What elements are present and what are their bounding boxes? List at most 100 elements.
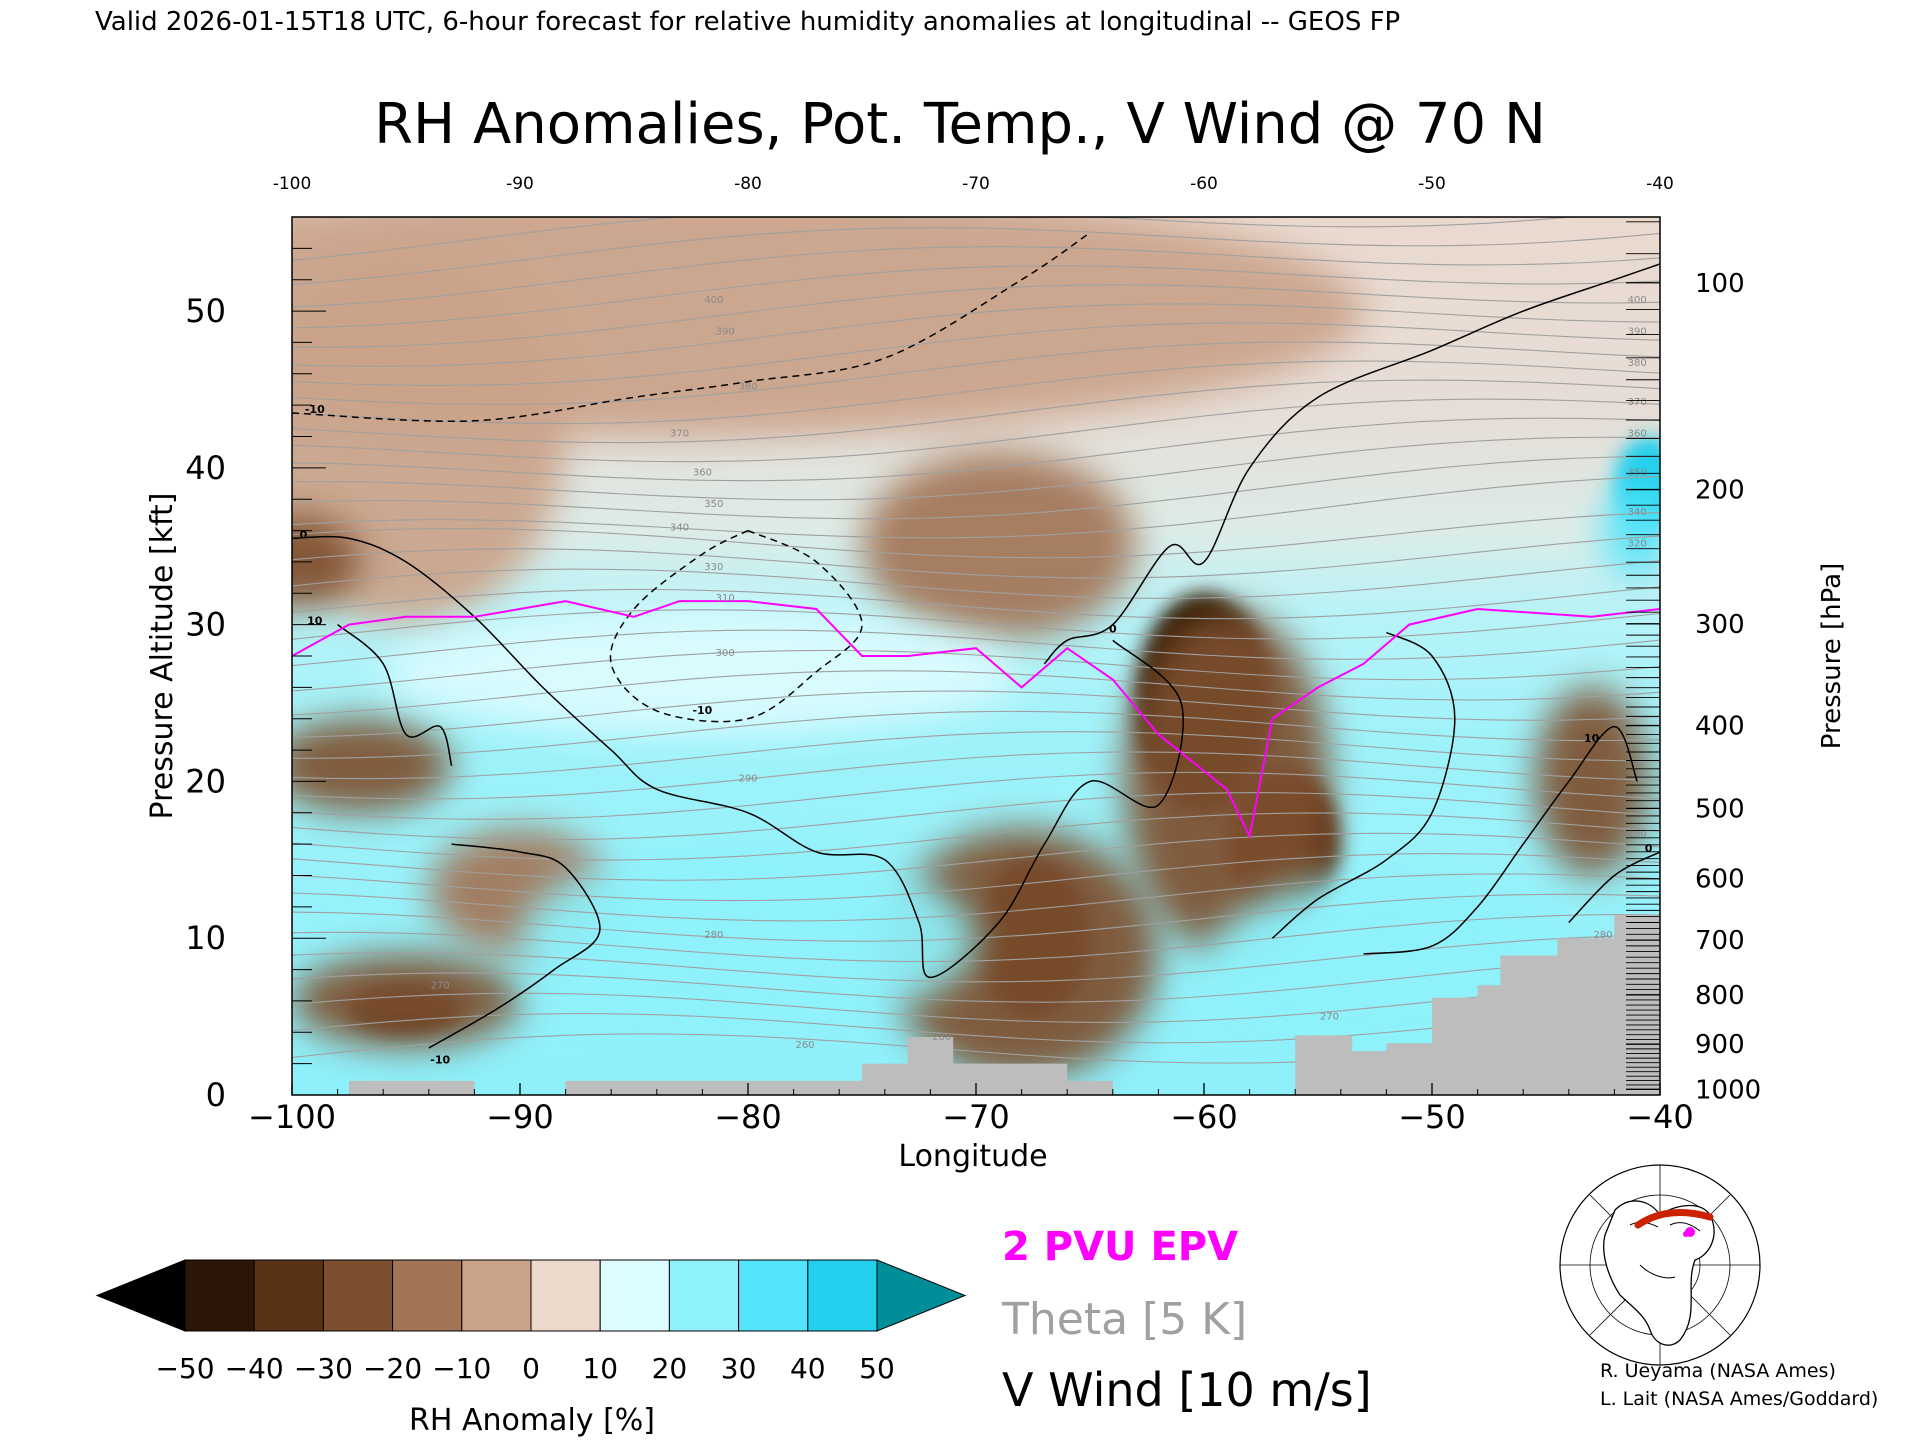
theta-contour-label: 270 [431,980,450,991]
theta-contour-line [292,832,1660,881]
y-axis-pressure: 100 200 300 400 500 600 700 800 900 1000 [1695,269,1761,1106]
theta-contour-line [292,217,1577,261]
theta-contour-line [292,812,1660,861]
theta-contour-line [292,609,1660,640]
v-wind-contours [292,232,1660,1049]
theta-contour-line [292,322,1660,386]
theta-contour-label: 320 [1628,538,1647,549]
epv-2pvu-line [292,600,1660,840]
theta-contour-label: 330 [704,562,723,573]
theta-contour-label: 300 [716,648,735,659]
wind-contour-label: 0 [300,528,308,541]
colorbar-segment [599,1259,670,1332]
y-tick-label: 50 [185,292,226,330]
x-top-tick-label: -90 [506,174,534,194]
pressure-tick-label: 200 [1695,476,1745,506]
pressure-tick-label: 600 [1695,865,1745,895]
theta-contour-label: 370 [670,429,689,440]
colorbar: −50 −40 −30 −20 −10 0 10 20 30 40 50 [95,1259,967,1385]
pressure-minor-ticks [1626,221,1660,1090]
colorbar-tick-label: 10 [582,1352,618,1385]
theta-contour-line [292,303,1660,367]
x-tick-label: −70 [942,1098,1010,1136]
theta-contour-line [292,914,1660,963]
colorbar-segment [530,1259,601,1332]
theta-contour-label: 390 [1628,327,1647,338]
rh-anomaly-blob [292,953,520,1048]
polar-map-icon [1559,1164,1761,1366]
theta-contour-line [292,956,1660,1003]
colorbar-segment [322,1259,394,1332]
wind-contour-label: -10 [305,403,325,416]
theta-contour-line [292,360,1660,425]
rh-anomaly-blob [292,217,1364,437]
theta-contour-line [292,455,1660,520]
pressure-tick-label: 1000 [1695,1075,1761,1105]
theta-contour-line [292,284,1660,348]
theta-contour-label: 280 [1593,930,1612,941]
y-tick-label: 30 [185,606,226,644]
rh-anomaly-blob [1603,483,1660,578]
x-tick-label: −100 [248,1098,336,1136]
wind-contour-label: 0 [1109,622,1117,635]
theta-contour-label: 350 [704,499,723,510]
chart-title: RH Anomalies, Pot. Temp., V Wind @ 70 N [374,92,1546,157]
colorbar-tick-label: 0 [522,1352,540,1385]
x-tick-label: −90 [486,1098,554,1136]
pressure-tick-label: 500 [1695,794,1745,824]
theta-contour-label: 310 [716,593,735,604]
wind-contour-label: 0 [1645,842,1653,855]
colorbar-tick-label: −20 [363,1352,422,1385]
y-tick-label: 40 [185,449,226,487]
v-wind-contour [609,529,863,723]
colorbar-tick-label: −50 [155,1352,214,1385]
theta-contour-label: 380 [738,381,757,392]
theta-contour-line [292,417,1660,482]
x-tick-label: −60 [1170,1098,1238,1136]
rh-anomaly-field [292,217,1660,1080]
theta-contour-labels: 380 390 400 370 360 350 340 330 310 300 290 280 270 2… [431,295,1647,1051]
colorbar-segment [461,1259,532,1332]
theta-contour-label: 360 [1628,429,1647,440]
theta-contour-label: 380 [1628,358,1647,369]
theta-contour-label: 270 [1320,1012,1339,1023]
x-top-tick-label: -40 [1646,174,1674,194]
y-axis-altitude: 0 10 20 30 40 50 [185,292,226,1114]
theta-contour-line [292,853,1660,902]
wind-contour-labels: -10 0 10 -10 0 10 0 -10 [300,403,1653,1067]
wind-contour-label: 10 [1584,732,1600,745]
pressure-tick-label: 100 [1695,269,1745,299]
theta-contour-line [292,792,1660,841]
colorbar-arrow-high [876,1259,967,1332]
x-top-tick-label: -60 [1190,174,1218,194]
theta-contour-line [292,475,1660,539]
theta-contour-line [292,341,1660,406]
theta-contour-label: 280 [932,1032,951,1043]
wind-contour-label: -10 [430,1054,450,1067]
y-axis-label: Pressure Altitude [kft] [145,493,180,820]
theta-contour-line [292,398,1660,463]
rh-anomaly-blob [292,718,452,813]
rh-anomaly-blob [862,452,1136,641]
v-wind-contour [428,843,601,1049]
theta-contour-line [292,560,1660,599]
x-tick-label: −80 [714,1098,782,1136]
colorbar-label: RH Anomaly [%] [409,1403,655,1438]
theta-contour-line [292,751,1660,800]
colorbar-tick-label: −40 [225,1352,284,1385]
x-axis-top: -100 -90 -80 -70 -60 -50 -40 [273,174,1674,194]
colorbar-segment [738,1259,809,1332]
rh-anomaly-blob [292,514,361,609]
colorbar-segment [184,1259,255,1332]
theta-contour-line [292,873,1660,922]
v-wind-contour [1568,851,1660,924]
v-wind-contour [1271,631,1456,939]
theta-contour-line [292,586,1660,620]
colorbar-segment [807,1259,878,1332]
theta-contour-line [292,690,1660,739]
colorbar-tick-label: 30 [721,1352,757,1385]
theta-contour-line [292,710,1660,759]
colorbar-tick-label: 40 [790,1352,826,1385]
theta-contour-line [292,379,1660,444]
